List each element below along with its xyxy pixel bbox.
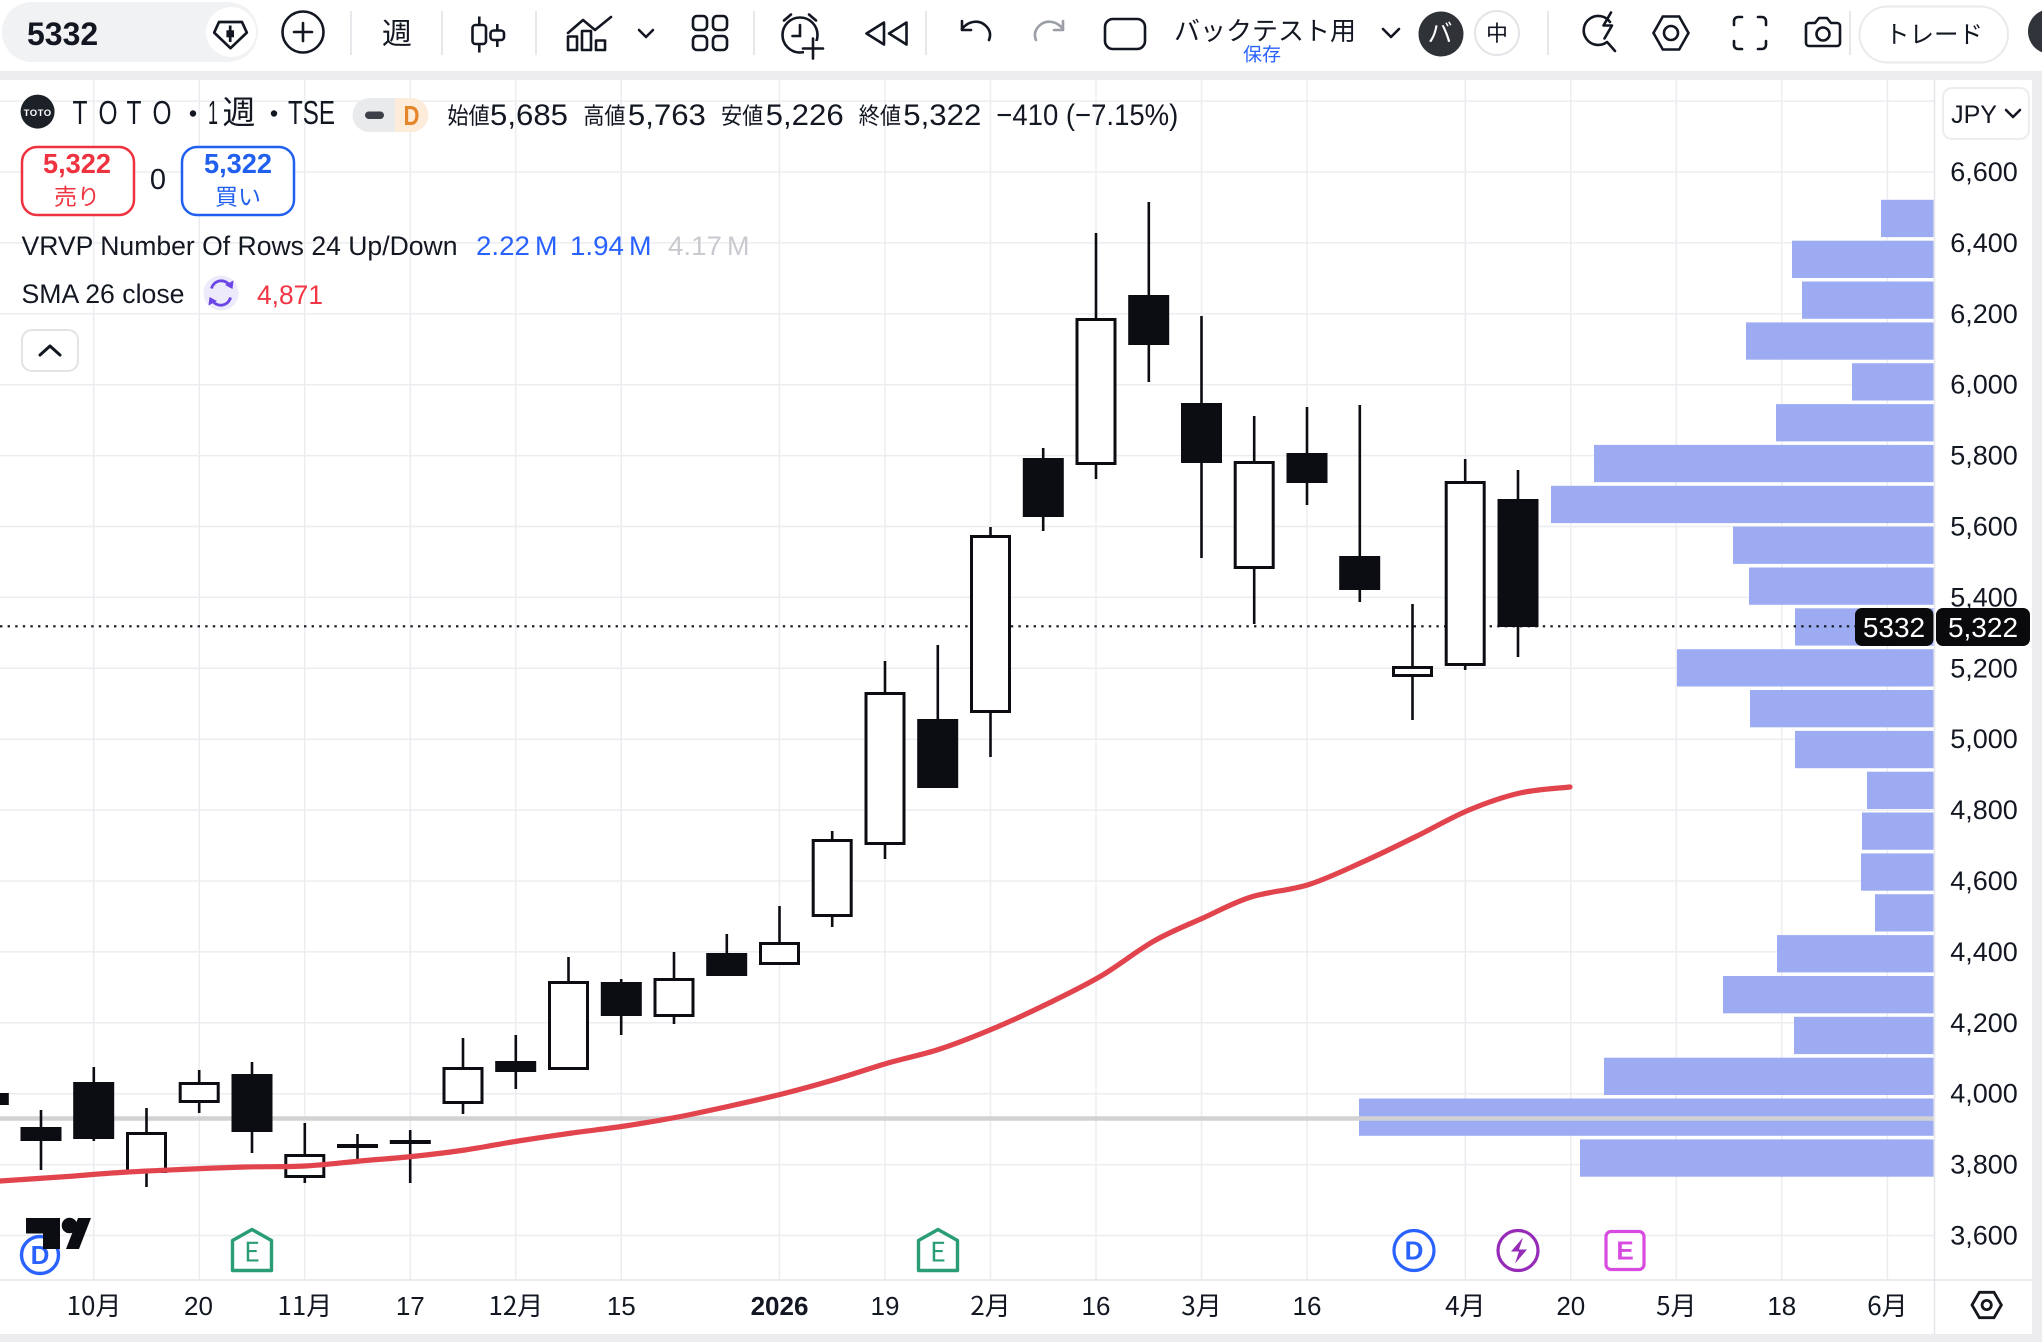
svg-text:4,800: 4,800 [1950, 795, 2018, 825]
svg-text:4,871: 4,871 [257, 280, 323, 310]
svg-text:18: 18 [1767, 1291, 1796, 1321]
svg-text:5,600: 5,600 [1950, 512, 2018, 542]
svg-text:3,600: 3,600 [1950, 1221, 2018, 1251]
svg-text:1.94: 1.94 [570, 231, 624, 261]
svg-text:6,000: 6,000 [1950, 370, 2018, 400]
svg-text:15: 15 [607, 1291, 636, 1321]
svg-text:D: D [404, 100, 420, 131]
svg-text:16: 16 [1293, 1291, 1322, 1321]
svg-text:16: 16 [1082, 1291, 1111, 1321]
svg-text:5,322: 5,322 [903, 99, 981, 132]
svg-text:4,200: 4,200 [1950, 1008, 2018, 1038]
svg-text:E: E [1616, 1236, 1633, 1266]
svg-text:SMA 26 close: SMA 26 close [22, 279, 185, 309]
svg-text:5,685: 5,685 [490, 99, 568, 132]
svg-text:5,322: 5,322 [204, 148, 272, 179]
svg-text:M: M [629, 231, 652, 261]
svg-text:5332: 5332 [27, 16, 98, 52]
svg-text:T: T [73, 94, 88, 131]
svg-text:TOTO: TOTO [24, 108, 52, 119]
svg-text:D: D [1405, 1236, 1424, 1266]
svg-text:T: T [127, 94, 142, 131]
svg-text:6,200: 6,200 [1950, 299, 2018, 329]
svg-text:2.22: 2.22 [476, 231, 530, 261]
svg-text:17: 17 [396, 1291, 425, 1321]
svg-text:TSE: TSE [288, 94, 335, 131]
svg-text:6,400: 6,400 [1950, 228, 2018, 258]
svg-text:4,600: 4,600 [1950, 866, 2018, 896]
svg-text:5,000: 5,000 [1950, 724, 2018, 754]
svg-text:M: M [727, 231, 750, 261]
svg-text:0: 0 [150, 164, 166, 196]
svg-text:20: 20 [184, 1291, 213, 1321]
svg-text:3,800: 3,800 [1950, 1150, 2018, 1180]
svg-text:19: 19 [871, 1291, 900, 1321]
svg-text:4,000: 4,000 [1950, 1079, 2018, 1109]
svg-text:VRVP Number Of Rows 24 Up/Down: VRVP Number Of Rows 24 Up/Down [22, 231, 458, 261]
svg-text:5,322: 5,322 [43, 148, 111, 179]
svg-text:O: O [153, 94, 172, 131]
svg-text:6,600: 6,600 [1950, 157, 2018, 187]
svg-text:5,800: 5,800 [1950, 441, 2018, 471]
svg-text:2026: 2026 [751, 1291, 809, 1321]
svg-text:5,322: 5,322 [1948, 612, 2018, 643]
svg-text:M: M [535, 231, 558, 261]
svg-text:20: 20 [1556, 1291, 1585, 1321]
svg-text:5,763: 5,763 [628, 99, 706, 132]
svg-text:O: O [99, 94, 118, 131]
svg-text:JPY: JPY [1951, 101, 1997, 129]
svg-text:−410 (−7.15%): −410 (−7.15%) [996, 99, 1178, 132]
svg-text:4,400: 4,400 [1950, 937, 2018, 967]
svg-text:5,400: 5,400 [1950, 582, 2018, 612]
svg-text:5332: 5332 [1863, 612, 1925, 643]
svg-text:5,226: 5,226 [766, 99, 844, 132]
svg-text:1: 1 [208, 94, 218, 131]
svg-text:5,200: 5,200 [1950, 653, 2018, 683]
svg-text:4.17: 4.17 [668, 231, 722, 261]
